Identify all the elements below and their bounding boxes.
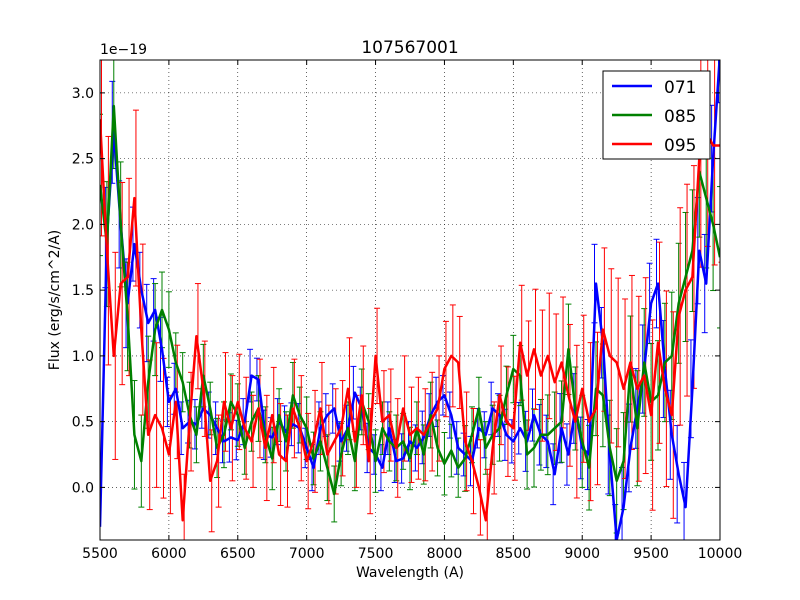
y-tick-label: 0.5 [72,415,94,431]
error-bar [436,355,443,462]
error-bar [656,241,663,444]
chart-title: 107567001 [361,38,458,58]
error-bar [491,401,498,495]
x-tick-label: 7500 [358,546,394,562]
error-bar [312,389,319,493]
x-tick-label: 7000 [289,546,325,562]
x-tick-label: 6000 [151,546,187,562]
legend-label-095: 095 [664,136,696,156]
error-bar [484,468,491,540]
error-bar [387,368,394,462]
y-tick-label: 1.0 [72,349,94,365]
series-line-095 [100,119,720,522]
x-tick-label: 9000 [564,546,600,562]
error-bar [684,183,691,397]
error-bar [539,309,546,442]
series-line-071 [100,60,720,540]
x-tick-label: 5500 [82,546,118,562]
y-tick-label: 1.5 [72,283,94,299]
error-bar [463,391,470,492]
error-bar [477,439,484,536]
error-bar [563,423,570,486]
axis-ticks: 5500 6000 6500 7000 7500 8000 8500 9000 9500 1000… [72,60,743,562]
legend-label-085: 085 [664,107,696,127]
legend: 071 085 095 [602,70,711,160]
x-tick-label: 8000 [427,546,463,562]
error-bar [360,345,367,446]
error-bar [615,277,622,448]
error-bar [580,314,587,463]
series-lines [100,60,720,540]
error-bar [325,404,332,505]
y-tick-label: 2.0 [72,217,94,233]
error-bar [635,295,642,482]
error-bar [291,358,298,459]
plot-frame [99,59,721,541]
y-tick-label: 0.0 [72,480,94,496]
x-tick-label: 6500 [220,546,256,562]
error-bar [112,251,119,460]
error-bar [298,375,305,482]
error-bar [263,394,270,502]
error-bar [222,352,229,452]
error-bar [653,238,660,329]
error-bar [532,288,539,410]
y-tick-label: 2.5 [72,152,94,168]
legend-label-071: 071 [664,78,696,98]
series-line-085 [100,104,720,496]
error-bar [229,375,236,482]
error-bar [498,345,505,446]
y-axis-label: Flux (erg/s/cm^2/A) [47,230,63,370]
error-bar [594,331,601,486]
error-bar [681,461,688,540]
error-bar [339,380,346,477]
error-bar [250,394,257,488]
error-bar [677,207,684,426]
error-bar [717,186,720,329]
error-bar [374,307,381,405]
error-bar [105,135,112,366]
x-tick-label: 9500 [633,546,669,562]
error-bar [194,283,201,390]
error-bar [649,319,656,511]
error-bar [256,358,263,459]
y-offset-text: 1e−19 [100,42,147,58]
x-tick-label: 8500 [496,546,532,562]
y-tick-label: 3.0 [72,86,94,102]
error-bar [546,292,553,420]
x-axis-label: Wavelength (A) [356,565,464,581]
error-bar [243,376,250,480]
x-tick-label: 10000 [698,546,743,562]
